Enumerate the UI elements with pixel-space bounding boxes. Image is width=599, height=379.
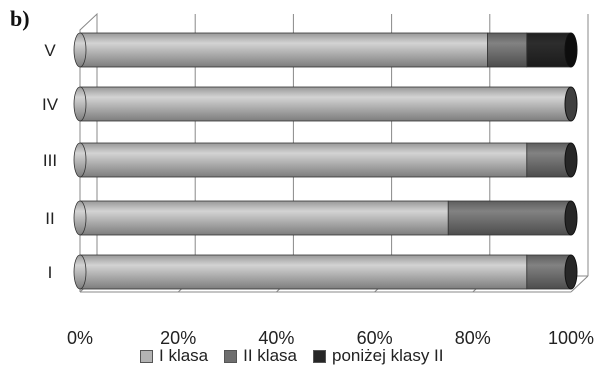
bar-cap-end (564, 200, 578, 236)
bar-cap-end (564, 142, 578, 178)
legend-swatch (224, 349, 238, 363)
bar-cap-start (73, 32, 87, 68)
bar-cap-end (564, 32, 578, 68)
bar-segment (79, 32, 488, 68)
category-label: IV (42, 95, 59, 114)
bar-cap-end (564, 86, 578, 122)
legend-swatch (313, 349, 326, 363)
x-tick-label: 40% (258, 328, 294, 348)
x-tick-label: 60% (357, 328, 393, 348)
bar-segment (447, 200, 572, 236)
legend-label: II klasa (243, 346, 297, 365)
legend-item: I klasa (140, 346, 208, 366)
x-tick-labels: 0% 20% 40% 60% 80% 100% (67, 328, 594, 348)
x-tick-label: 0% (67, 328, 93, 348)
x-tick-label: 20% (160, 328, 196, 348)
legend-item: II klasa (224, 346, 297, 366)
bar-segment (79, 254, 528, 290)
legend-label: poniżej klasy II (332, 346, 444, 365)
category-label: I (48, 263, 53, 282)
legend-item: poniżej klasy II (313, 346, 444, 366)
category-label: II (45, 209, 54, 228)
bar-cap-start (73, 86, 87, 122)
category-label: III (43, 151, 57, 170)
bar-segment (79, 142, 528, 178)
bar-cap-start (73, 254, 87, 290)
bar-segment (79, 200, 449, 236)
bar-cap-start (73, 200, 87, 236)
bar-segment (79, 86, 572, 122)
panel-label: b) (10, 6, 30, 31)
legend: I klasa II klasa poniżej klasy II (140, 346, 580, 366)
bar-segment (487, 32, 528, 68)
category-label: V (44, 41, 56, 60)
legend-label: I klasa (159, 346, 209, 365)
bar-segment (526, 32, 572, 68)
bar-segment (526, 254, 572, 290)
bar-cap-end (564, 254, 578, 290)
bar-cap-start (73, 142, 87, 178)
bar-segment (526, 142, 572, 178)
legend-swatch (140, 349, 153, 363)
bars-layer (73, 32, 578, 290)
x-tick-label: 80% (455, 328, 491, 348)
x-tick-label: 100% (548, 328, 594, 348)
